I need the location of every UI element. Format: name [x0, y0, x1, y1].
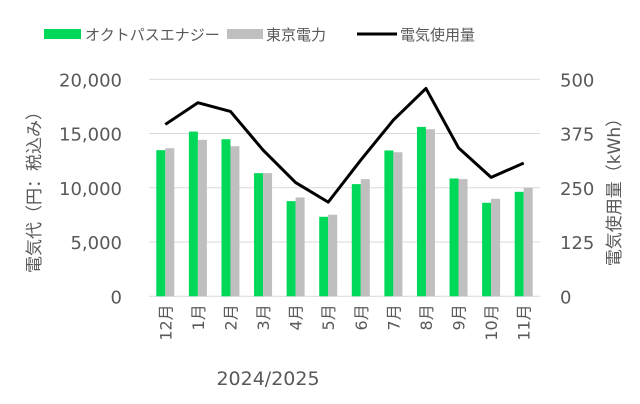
bar-tepco — [296, 197, 305, 296]
x-tick-label: 6月 — [352, 304, 371, 330]
legend-swatch-octopus — [44, 29, 81, 39]
y-axis-title-right: 電気使用量（kWh） — [604, 110, 625, 266]
bar-octopus — [189, 132, 198, 297]
x-tick-label: 1月 — [189, 304, 208, 330]
x-tick-label: 5月 — [319, 304, 338, 330]
bar-octopus — [319, 217, 328, 297]
bar-octopus — [287, 201, 296, 296]
bar-tepco — [524, 188, 533, 296]
x-tick-label: 9月 — [450, 304, 469, 330]
y-tick-right: 375 — [560, 125, 594, 146]
bar-tepco — [328, 215, 337, 297]
y-tick-right: 125 — [560, 233, 594, 254]
bar-octopus — [417, 127, 426, 296]
bar-tepco — [230, 146, 239, 296]
x-tick-label: 7月 — [384, 304, 403, 330]
bar-tepco — [393, 152, 402, 296]
x-axis-title: 2024/2025 — [216, 368, 319, 390]
y-tick-right: 0 — [560, 287, 571, 308]
y-axis-title-left: 電気代（円：税込み） — [25, 103, 45, 273]
y-tick-left: 10,000 — [59, 179, 122, 200]
bar-tepco — [426, 129, 435, 296]
legend-label-octopus: オクトパスエナジー — [85, 26, 220, 44]
bar-octopus — [384, 150, 393, 296]
bar-tepco — [491, 199, 500, 297]
bar-tepco — [459, 179, 468, 296]
bar-tepco — [198, 140, 207, 296]
x-tick-label: 2月 — [221, 304, 240, 330]
y-tick-right: 500 — [560, 70, 594, 91]
x-tick-label: 8月 — [417, 304, 436, 330]
usage-line — [165, 88, 523, 202]
bar-octopus — [482, 203, 491, 297]
x-tick-label: 3月 — [254, 304, 273, 330]
x-tick-label: 11月 — [515, 304, 534, 340]
bar-tepco — [165, 148, 174, 296]
legend: オクトパスエナジー 東京電力 電気使用量 — [44, 26, 475, 44]
y-tick-left: 15,000 — [59, 125, 122, 146]
bar-tepco — [361, 179, 370, 296]
legend-label-tepco: 東京電力 — [266, 26, 326, 44]
y-tick-right: 250 — [560, 179, 594, 200]
y-tick-left: 5,000 — [70, 233, 122, 254]
bar-octopus — [450, 178, 459, 296]
x-tick-label: 12月 — [156, 304, 175, 340]
y-tick-left: 20,000 — [59, 70, 122, 91]
bar-octopus — [221, 139, 230, 296]
bar-tepco — [263, 173, 272, 296]
bar-octopus — [254, 173, 263, 296]
x-tick-label: 4月 — [287, 304, 306, 330]
y-tick-left: 0 — [111, 287, 122, 308]
bar-octopus — [156, 150, 165, 296]
bar-octopus — [352, 184, 361, 296]
legend-swatch-tepco — [227, 29, 263, 39]
bar-octopus — [515, 192, 524, 296]
x-tick-label: 10月 — [482, 304, 501, 340]
legend-label-usage: 電気使用量 — [400, 26, 475, 44]
